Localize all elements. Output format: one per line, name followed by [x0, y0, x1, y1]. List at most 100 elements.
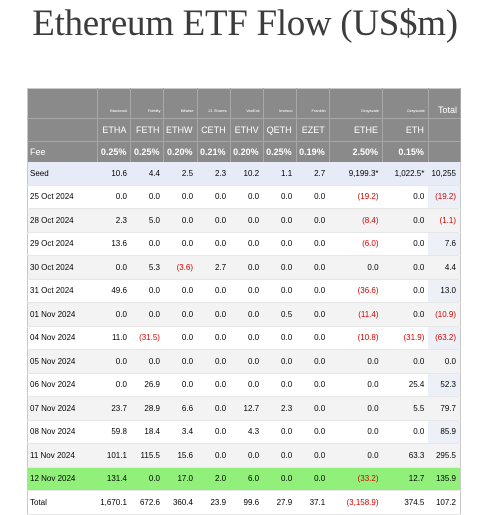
fee-cell: 0.21%	[197, 141, 231, 162]
flow-cell: 0.0	[230, 255, 264, 280]
flow-cell: 0.0	[197, 185, 231, 209]
flow-cell: 0.0	[329, 396, 383, 421]
flow-cell: 0.0	[382, 302, 429, 327]
flow-cell: 0.0	[230, 326, 264, 350]
flow-cell: 0.0	[230, 208, 264, 233]
row-total: 0.0	[428, 349, 461, 374]
issuer-header: Franklin	[296, 88, 330, 119]
total-header: Total	[428, 88, 462, 119]
table-row: 28 Oct 2024 2.3 5.0 0.0 0.0 0.0 0.0 0.0 (8.4) 0.0…	[27, 208, 461, 233]
flow-cell: 0.0	[263, 208, 297, 233]
etf-flow-table: Blackrock Fidelity Bitwise 21 Shares Van…	[27, 88, 462, 515]
flow-cell: 2.0	[197, 467, 231, 491]
flow-cell: 10.2	[230, 162, 264, 186]
flow-cell: 0.0	[130, 185, 164, 209]
flow-cell: 28.9	[130, 396, 164, 421]
flow-cell: 0.0	[382, 279, 429, 303]
flow-cell: 5.3	[130, 255, 164, 280]
flow-cell: (36.6)	[329, 279, 383, 303]
flow-cell: (31.9)	[382, 326, 429, 350]
fee-cell: 0.20%	[230, 141, 264, 162]
row-date: 07 Nov 2024	[27, 396, 98, 421]
flow-cell: 0.0	[263, 326, 297, 350]
flow-cell: 0.0	[197, 279, 231, 303]
row-total: 4.4	[428, 255, 461, 280]
issuer-header: Grayscale	[382, 88, 429, 119]
table-row: 30 Oct 2024 0.0 5.3 (3.6) 2.7 0.0 0.0 0.0 0.0 0.0…	[27, 255, 461, 280]
flow-cell: 0.0	[163, 373, 198, 397]
flow-cell: 0.0	[382, 185, 429, 209]
flow-cell: 0.0	[296, 349, 330, 374]
row-date: 28 Oct 2024	[27, 208, 98, 233]
flow-cell: 0.0	[163, 279, 198, 303]
fee-cell: 0.25%	[263, 141, 297, 162]
flow-cell: 37.1	[296, 490, 330, 515]
flow-cell: 59.8	[97, 420, 131, 444]
flow-cell: 0.0	[230, 443, 264, 468]
flow-cell: 10.6	[97, 162, 131, 186]
flow-cell: 18.4	[130, 420, 164, 444]
table-row: 12 Nov 2024 131.4 0.0 17.0 2.0 6.0 0.0 0.0 (33.2…	[27, 467, 461, 491]
flow-cell: 0.0	[130, 279, 164, 303]
flow-cell: 0.0	[163, 326, 198, 350]
table-row: 01 Nov 2024 0.0 0.0 0.0 0.0 0.0 0.5 0.0 (11.4) 0.…	[27, 302, 461, 327]
row-date: 30 Oct 2024	[27, 255, 98, 280]
flow-cell: 0.0	[130, 302, 164, 327]
flow-cell: 0.0	[130, 349, 164, 374]
flow-cell: 0.0	[329, 443, 383, 468]
row-date: 12 Nov 2024	[27, 467, 98, 491]
flow-cell: 49.6	[97, 279, 131, 303]
flow-cell: (10.8)	[329, 326, 383, 350]
flow-cell: 0.0	[263, 349, 297, 374]
flow-cell: 0.0	[230, 185, 264, 209]
row-date: Seed	[27, 162, 98, 186]
flow-cell: 15.6	[163, 443, 198, 468]
flow-cell: 2.7	[197, 255, 231, 280]
flow-cell: 63.3	[382, 443, 429, 468]
flow-cell: 0.0	[230, 373, 264, 397]
flow-cell: 0.0	[97, 373, 131, 397]
flow-cell: (8.4)	[329, 208, 383, 233]
ticker-header: ETHV	[230, 118, 264, 142]
flow-cell: 0.0	[163, 302, 198, 327]
flow-cell: 0.0	[263, 373, 297, 397]
row-total: (10.9)	[428, 302, 461, 327]
flow-cell: 0.0	[197, 396, 231, 421]
flow-cell: 115.5	[130, 443, 164, 468]
flow-cell: 0.0	[163, 232, 198, 256]
row-total: 135.9	[428, 467, 461, 491]
flow-cell: 0.0	[197, 373, 231, 397]
table-row: 04 Nov 2024 11.0 (31.5) 0.0 0.0 0.0 0.0 0.0 (10.…	[27, 326, 461, 350]
ticker-header: FETH	[130, 118, 165, 142]
flow-cell: 0.0	[230, 279, 264, 303]
header-corner	[27, 88, 99, 119]
ticker-header: ETHE	[329, 118, 384, 142]
fee-cell: 0.25%	[130, 141, 165, 162]
row-total: (19.2)	[428, 185, 461, 209]
fee-label: Fee	[27, 141, 99, 162]
flow-cell: 0.0	[296, 208, 330, 233]
issuer-header: 21 Shares	[197, 88, 231, 119]
flow-cell: 360.4	[163, 490, 198, 515]
flow-cell: (31.5)	[130, 326, 164, 350]
flow-cell: 0.0	[97, 302, 131, 327]
row-total: 107.2	[428, 490, 461, 515]
flow-cell: 672.6	[130, 490, 164, 515]
flow-cell: 0.5	[263, 302, 297, 327]
row-total: 85.9	[428, 420, 461, 444]
flow-cell: 0.0	[163, 185, 198, 209]
flow-cell: 2.3	[97, 208, 131, 233]
flow-cell: 0.0	[197, 349, 231, 374]
fee-row: Fee 0.25% 0.25% 0.20% 0.21% 0.20% 0.25% …	[27, 141, 462, 162]
flow-cell: (19.2)	[329, 185, 383, 209]
flow-cell: 27.9	[263, 490, 297, 515]
issuer-header: Blackrock	[97, 88, 132, 119]
flow-cell: 0.0	[197, 443, 231, 468]
flow-cell: 0.0	[163, 208, 198, 233]
flow-cell: (6.0)	[329, 232, 383, 256]
flow-cell: 0.0	[197, 420, 231, 444]
table-row: 25 Oct 2024 0.0 0.0 0.0 0.0 0.0 0.0 0.0 (19.2) 0.…	[27, 185, 461, 209]
flow-cell: 0.0	[263, 232, 297, 256]
flow-cell: 2.3	[263, 396, 297, 421]
flow-cell: 99.6	[230, 490, 264, 515]
